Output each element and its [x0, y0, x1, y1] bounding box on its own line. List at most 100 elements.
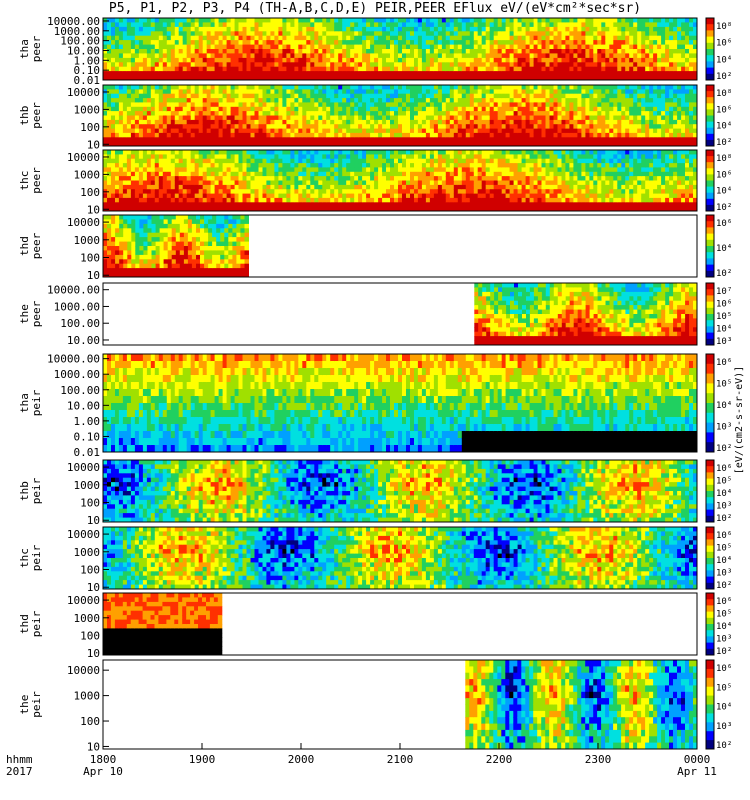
- heatmap-cell: [170, 40, 176, 45]
- heatmap-cell: [437, 119, 443, 125]
- heatmap-cell: [613, 124, 618, 130]
- heatmap-cell: [346, 75, 351, 81]
- heatmap-cell: [398, 26, 403, 32]
- heatmap-cell: [278, 49, 283, 54]
- heatmap-cell: [234, 89, 240, 95]
- heatmap-cell: [190, 124, 196, 130]
- heatmap-cell: [609, 106, 614, 112]
- heatmap-cell: [186, 22, 192, 28]
- heatmap-cell: [549, 40, 554, 45]
- heatmap-cell: [294, 141, 299, 147]
- heatmap-cell: [286, 154, 291, 160]
- heatmap-cell: [154, 154, 160, 160]
- heatmap-cell: [485, 89, 491, 95]
- heatmap-cell: [222, 35, 228, 41]
- heatmap-cell: [565, 141, 570, 147]
- heatmap-cell: [326, 89, 331, 95]
- heatmap-cell: [202, 102, 208, 108]
- heatmap-cell: [250, 44, 255, 50]
- heatmap-cell: [118, 89, 124, 95]
- heatmap-cell: [338, 128, 343, 134]
- heatmap-cell: [477, 49, 483, 54]
- heatmap-cell: [146, 18, 152, 23]
- heatmap-cell: [406, 124, 411, 130]
- heatmap-cell: [166, 154, 172, 160]
- heatmap-cell: [657, 115, 662, 121]
- heatmap-cell: [107, 57, 112, 63]
- heatmap-cell: [274, 180, 279, 186]
- heatmap-cell: [330, 35, 335, 41]
- heatmap-cell: [338, 119, 343, 125]
- heatmap-cell: [553, 22, 558, 28]
- colorbar-segment: [706, 103, 714, 110]
- heatmap-cell: [238, 141, 243, 147]
- heatmap-cell: [533, 62, 539, 68]
- heatmap-cell: [402, 119, 407, 125]
- heatmap-cell: [238, 75, 243, 81]
- heatmap-cell: [609, 85, 614, 90]
- heatmap-cell: [290, 26, 295, 32]
- heatmap-cell: [693, 102, 698, 108]
- heatmap-cell: [242, 40, 247, 45]
- heatmap-cell: [282, 163, 287, 168]
- heatmap-cell: [234, 132, 240, 138]
- heatmap-cell: [214, 49, 220, 54]
- heatmap-cell: [162, 154, 168, 160]
- heatmap-cell: [162, 193, 168, 199]
- heatmap-cell: [641, 128, 646, 134]
- heatmap-cell: [693, 18, 698, 23]
- heatmap-cell: [425, 26, 431, 32]
- heatmap-cell: [689, 18, 694, 23]
- heatmap-cell: [158, 115, 164, 121]
- heatmap-cell: [234, 150, 240, 155]
- heatmap-cell: [266, 128, 271, 134]
- heatmap-cell: [242, 150, 247, 155]
- heatmap-cell: [122, 106, 128, 112]
- heatmap-cell: [581, 35, 586, 41]
- heatmap-cell: [649, 62, 654, 68]
- heatmap-cell: [645, 128, 650, 134]
- heatmap-cell: [158, 124, 164, 130]
- heatmap-cell: [517, 98, 523, 103]
- heatmap-cell: [122, 167, 128, 173]
- heatmap-cell: [481, 75, 487, 81]
- heatmap-cell: [230, 89, 236, 95]
- heatmap-cell: [262, 49, 267, 54]
- heatmap-cell: [130, 57, 136, 63]
- heatmap-cell: [258, 75, 263, 81]
- heatmap-cell: [282, 171, 287, 177]
- heatmap-cell: [457, 26, 463, 32]
- heatmap-cell: [525, 132, 531, 138]
- heatmap-cell: [417, 49, 423, 54]
- heatmap-cell: [194, 137, 200, 143]
- heatmap-cell: [234, 106, 240, 112]
- heatmap-cell: [398, 71, 403, 76]
- heatmap-cell: [118, 137, 124, 143]
- heatmap-cell: [330, 98, 335, 103]
- heatmap-cell: [126, 137, 132, 143]
- heatmap-cell: [222, 206, 228, 212]
- heatmap-cell: [681, 137, 686, 143]
- colorbar-tick-label: 10²: [716, 72, 732, 82]
- heatmap-cell: [246, 111, 251, 116]
- heatmap-cell: [633, 57, 638, 63]
- heatmap-cell: [505, 22, 511, 28]
- heatmap-cell: [525, 31, 531, 37]
- heatmap-cell: [330, 31, 335, 37]
- heatmap-cell: [214, 62, 220, 68]
- heatmap-cell: [142, 119, 148, 125]
- heatmap-cell: [334, 66, 339, 72]
- heatmap-cell: [134, 26, 140, 32]
- heatmap-cell: [234, 62, 240, 68]
- heatmap-cell: [258, 93, 263, 99]
- heatmap-cell: [190, 158, 196, 164]
- heatmap-cell: [402, 85, 407, 90]
- heatmap-cell: [166, 197, 172, 203]
- heatmap-cell: [629, 106, 634, 112]
- heatmap-cell: [206, 66, 212, 72]
- heatmap-cell: [278, 189, 283, 195]
- heatmap-cell: [629, 115, 634, 121]
- heatmap-cell: [445, 115, 451, 121]
- heatmap-cell: [258, 111, 263, 116]
- heatmap-cell: [453, 132, 459, 138]
